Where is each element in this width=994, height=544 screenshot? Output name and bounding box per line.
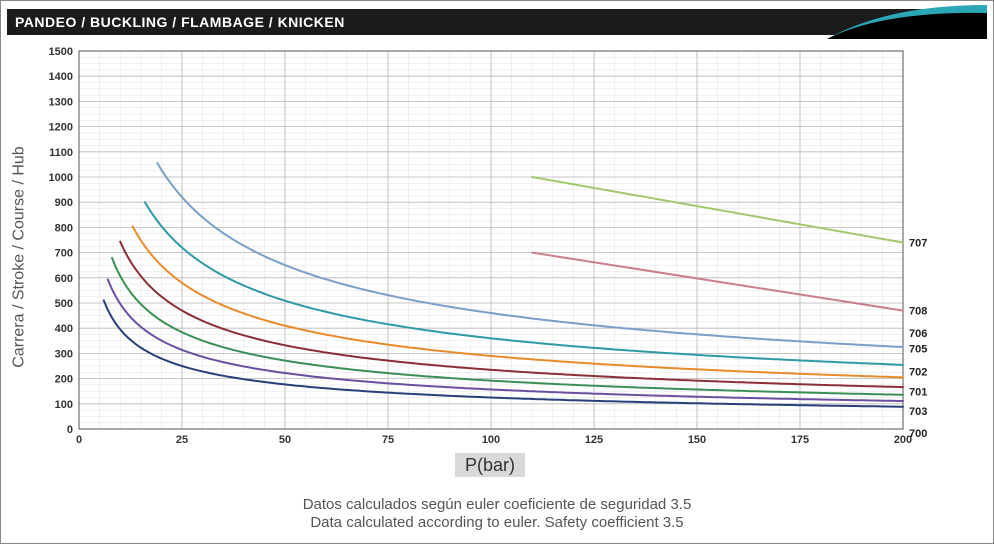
svg-text:701: 701 bbox=[909, 386, 927, 398]
svg-text:707: 707 bbox=[909, 238, 927, 250]
svg-text:500: 500 bbox=[55, 298, 73, 310]
svg-text:708: 708 bbox=[909, 306, 927, 318]
chart-frame: PANDEO / BUCKLING / FLAMBAGE / KNICKEN C… bbox=[0, 0, 994, 544]
svg-text:700: 700 bbox=[909, 428, 927, 440]
svg-text:75: 75 bbox=[382, 434, 394, 446]
title-text: PANDEO / BUCKLING / FLAMBAGE / KNICKEN bbox=[15, 14, 345, 30]
svg-text:702: 702 bbox=[909, 367, 927, 379]
plot-svg: 0255075100125150175200010020030040050060… bbox=[41, 45, 939, 451]
plot-area: 0255075100125150175200010020030040050060… bbox=[41, 45, 939, 451]
svg-text:600: 600 bbox=[55, 273, 73, 285]
svg-text:700: 700 bbox=[55, 248, 73, 260]
svg-text:0: 0 bbox=[76, 434, 82, 446]
svg-text:150: 150 bbox=[688, 434, 706, 446]
y-axis-label: Carrera / Stroke / Course / Hub bbox=[9, 71, 31, 443]
svg-text:175: 175 bbox=[791, 434, 809, 446]
svg-text:1000: 1000 bbox=[49, 172, 73, 184]
footer-line-2: Data calculated according to euler. Safe… bbox=[1, 514, 993, 533]
svg-text:200: 200 bbox=[55, 374, 73, 386]
svg-text:703: 703 bbox=[909, 406, 927, 418]
title-swoosh bbox=[827, 5, 987, 39]
svg-text:400: 400 bbox=[55, 323, 73, 335]
svg-text:1400: 1400 bbox=[49, 71, 73, 83]
svg-text:1200: 1200 bbox=[49, 122, 73, 134]
svg-text:50: 50 bbox=[279, 434, 291, 446]
svg-text:900: 900 bbox=[55, 197, 73, 209]
svg-text:125: 125 bbox=[585, 434, 603, 446]
svg-text:1100: 1100 bbox=[49, 147, 73, 159]
footer-notes: Datos calculados según euler coeficiente… bbox=[1, 496, 993, 534]
svg-text:1300: 1300 bbox=[49, 96, 73, 108]
svg-text:706: 706 bbox=[909, 328, 927, 340]
svg-text:25: 25 bbox=[176, 434, 188, 446]
svg-text:100: 100 bbox=[55, 399, 73, 411]
title-bar: PANDEO / BUCKLING / FLAMBAGE / KNICKEN bbox=[7, 9, 987, 35]
svg-text:705: 705 bbox=[909, 343, 927, 355]
x-axis-label: P(bar) bbox=[41, 455, 939, 476]
svg-text:0: 0 bbox=[67, 424, 73, 436]
svg-text:800: 800 bbox=[55, 222, 73, 234]
footer-line-1: Datos calculados según euler coeficiente… bbox=[1, 496, 993, 515]
svg-text:100: 100 bbox=[482, 434, 500, 446]
svg-text:1500: 1500 bbox=[49, 46, 73, 58]
svg-text:300: 300 bbox=[55, 348, 73, 360]
